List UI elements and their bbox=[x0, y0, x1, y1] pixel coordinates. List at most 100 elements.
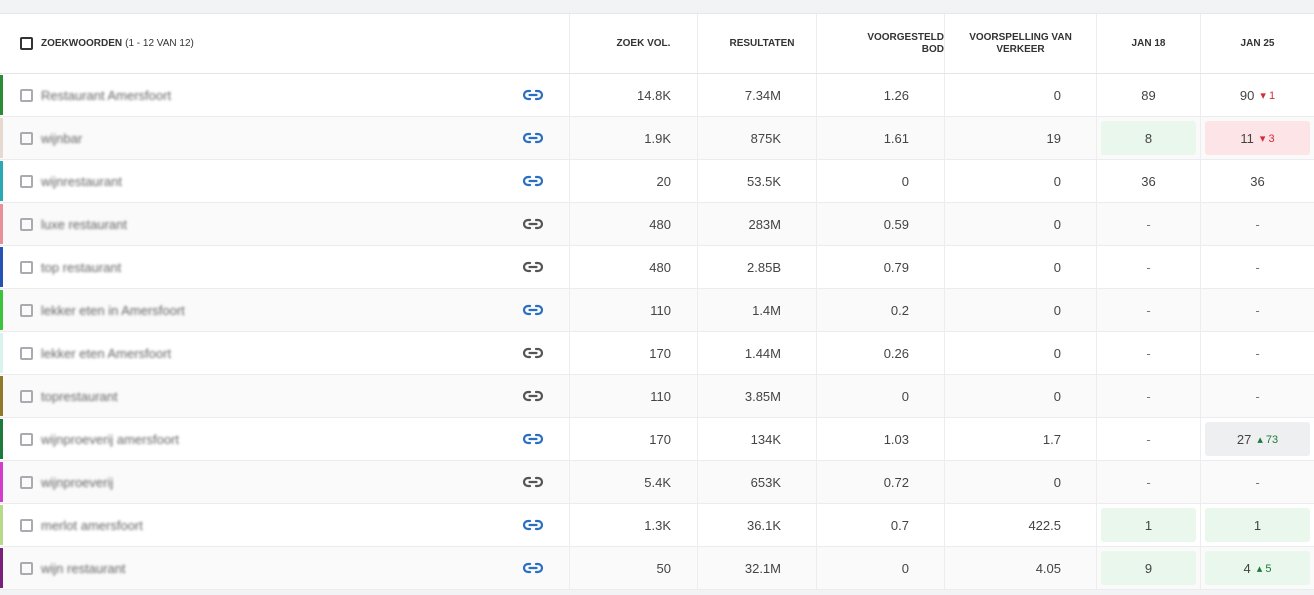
link-icon[interactable] bbox=[522, 388, 544, 404]
row-checkbox[interactable] bbox=[20, 303, 33, 317]
header-date-jan-25[interactable]: JAN 25 bbox=[1240, 37, 1275, 49]
keyword-text[interactable]: merlot amersfoort bbox=[41, 517, 143, 533]
keyword-text[interactable]: luxe restaurant bbox=[41, 216, 127, 232]
rank-jan-18-value: 89 bbox=[1141, 87, 1156, 103]
rank-jan-18-box: 36 bbox=[1101, 164, 1196, 198]
keyword-text[interactable]: Restaurant Amersfoort bbox=[41, 87, 172, 103]
keyword-cell: wijnbar bbox=[0, 117, 570, 159]
rank-jan-25-box: 4 ▴ 5 bbox=[1205, 551, 1310, 585]
keyword-text[interactable]: wijn restaurant bbox=[41, 560, 126, 576]
row-checkbox[interactable] bbox=[20, 389, 33, 403]
keyword-cell: merlot amersfoort bbox=[0, 504, 570, 546]
rank-jan-18-box: - bbox=[1101, 465, 1196, 499]
row-checkbox[interactable] bbox=[20, 131, 33, 145]
search-volume-cell: 20 bbox=[570, 160, 698, 202]
suggested-bid-cell: 1.26 bbox=[817, 74, 945, 116]
suggested-bid-cell: 0.26 bbox=[817, 332, 945, 374]
link-icon[interactable] bbox=[522, 517, 544, 533]
header-search-volume[interactable]: ZOEK VOL. bbox=[570, 14, 698, 73]
search-volume-cell: 170 bbox=[570, 332, 698, 374]
table-row: lekker eten Amersfoort 170 1.44M 0.26 0 - - bbox=[0, 332, 1314, 375]
header-keywords-label[interactable]: ZOEKWOORDEN bbox=[41, 37, 123, 49]
keyword-cell: wijnrestaurant bbox=[0, 160, 570, 202]
rank-jan-18-box: 89 bbox=[1101, 78, 1196, 112]
keyword-text[interactable]: wijnrestaurant bbox=[41, 173, 122, 189]
row-checkbox[interactable] bbox=[20, 217, 33, 231]
link-icon[interactable] bbox=[522, 560, 544, 576]
keyword-text[interactable]: lekker eten in Amersfoort bbox=[41, 302, 185, 318]
rank-jan-18-cell: - bbox=[1097, 289, 1201, 331]
table-header-row: ZOEKWOORDEN (1 - 12 VAN 12) ZOEK VOL. RE… bbox=[0, 14, 1314, 74]
traffic-forecast-cell: 0 bbox=[945, 203, 1097, 245]
traffic-forecast-cell: 422.5 bbox=[945, 504, 1097, 546]
link-icon[interactable] bbox=[522, 216, 544, 232]
link-icon[interactable] bbox=[522, 87, 544, 103]
results-cell: 653K bbox=[698, 461, 817, 503]
rank-jan-25-cell: 4 ▴ 5 bbox=[1201, 547, 1314, 589]
search-volume-cell: 1.3K bbox=[570, 504, 698, 546]
table-row: Restaurant Amersfoort 14.8K 7.34M 1.26 0 89 90… bbox=[0, 74, 1314, 117]
rank-jan-18-cell: - bbox=[1097, 246, 1201, 288]
rank-change-indicator: ▴ 73 bbox=[1257, 433, 1278, 446]
table-row: wijnbar 1.9K 875K 1.61 19 8 11 ▾ 3 bbox=[0, 117, 1314, 160]
keyword-text[interactable]: top restaurant bbox=[41, 259, 122, 275]
link-icon[interactable] bbox=[522, 130, 544, 146]
rank-jan-25-cell: - bbox=[1201, 375, 1314, 417]
keyword-text[interactable]: lekker eten Amersfoort bbox=[41, 345, 172, 361]
keyword-text[interactable]: wijnproeverij bbox=[41, 474, 114, 490]
traffic-forecast-cell: 0 bbox=[945, 74, 1097, 116]
link-icon[interactable] bbox=[522, 173, 544, 189]
link-icon[interactable] bbox=[522, 302, 544, 318]
select-all-checkbox[interactable] bbox=[20, 37, 33, 50]
triangle-up-icon: ▴ bbox=[1256, 562, 1263, 575]
link-icon[interactable] bbox=[522, 345, 544, 361]
header-traffic-forecast[interactable]: VOORSPELLING VAN VERKEER bbox=[945, 14, 1097, 73]
keyword-text[interactable]: wijnbar bbox=[41, 130, 83, 146]
header-date-jan-18[interactable]: JAN 18 bbox=[1097, 14, 1201, 73]
results-cell: 32.1M bbox=[698, 547, 817, 589]
rank-jan-25-value: 27 bbox=[1236, 431, 1252, 447]
rank-jan-25-cell: 27 ▴ 73 bbox=[1201, 418, 1314, 460]
rank-jan-18-cell: 1 bbox=[1097, 504, 1201, 546]
rank-jan-25-value: - bbox=[1255, 259, 1260, 275]
rank-jan-18-cell: - bbox=[1097, 375, 1201, 417]
search-volume-cell: 480 bbox=[570, 203, 698, 245]
link-icon[interactable] bbox=[522, 431, 544, 447]
header-keyword-count: (1 - 12 VAN 12) bbox=[125, 37, 194, 49]
rank-jan-18-cell: - bbox=[1097, 461, 1201, 503]
rank-jan-18-cell: 36 bbox=[1097, 160, 1201, 202]
link-icon[interactable] bbox=[522, 474, 544, 490]
header-suggested-bid[interactable]: VOORGESTELD BOD bbox=[817, 14, 945, 73]
rank-jan-18-box: 9 bbox=[1101, 551, 1196, 585]
row-checkbox[interactable] bbox=[20, 260, 33, 274]
row-checkbox[interactable] bbox=[20, 174, 33, 188]
row-checkbox[interactable] bbox=[20, 518, 33, 532]
rank-jan-25-box: - bbox=[1205, 336, 1310, 370]
keyword-cell: top restaurant bbox=[0, 246, 570, 288]
traffic-forecast-cell: 0 bbox=[945, 332, 1097, 374]
row-checkbox[interactable] bbox=[20, 346, 33, 360]
row-checkbox[interactable] bbox=[20, 88, 33, 102]
keyword-text[interactable]: toprestaurant bbox=[41, 388, 118, 404]
triangle-down-icon: ▾ bbox=[1260, 89, 1266, 102]
row-checkbox[interactable] bbox=[20, 561, 33, 575]
rank-jan-25-cell: - bbox=[1201, 289, 1314, 331]
suggested-bid-cell: 0.2 bbox=[817, 289, 945, 331]
keyword-color-bar bbox=[0, 161, 3, 201]
rank-jan-18-value: - bbox=[1146, 431, 1151, 447]
keyword-text[interactable]: wijnproeverij amersfoort bbox=[41, 431, 179, 447]
table-row: lekker eten in Amersfoort 110 1.4M 0.2 0 - - bbox=[0, 289, 1314, 332]
rank-jan-18-box: - bbox=[1101, 336, 1196, 370]
rank-change-value: 3 bbox=[1268, 132, 1275, 145]
link-icon[interactable] bbox=[522, 259, 544, 275]
keyword-color-bar bbox=[0, 247, 3, 287]
rank-jan-25-value: 4 bbox=[1243, 560, 1251, 576]
rank-jan-25-box: 90 ▾ 1 bbox=[1205, 78, 1310, 112]
keyword-cell: wijnproeverij amersfoort bbox=[0, 418, 570, 460]
header-results[interactable]: RESULTATEN bbox=[698, 14, 817, 73]
row-checkbox[interactable] bbox=[20, 475, 33, 489]
rank-jan-18-value: - bbox=[1146, 216, 1151, 232]
keyword-color-bar bbox=[0, 462, 3, 502]
row-checkbox[interactable] bbox=[20, 432, 33, 446]
rank-jan-25-value: - bbox=[1255, 345, 1260, 361]
